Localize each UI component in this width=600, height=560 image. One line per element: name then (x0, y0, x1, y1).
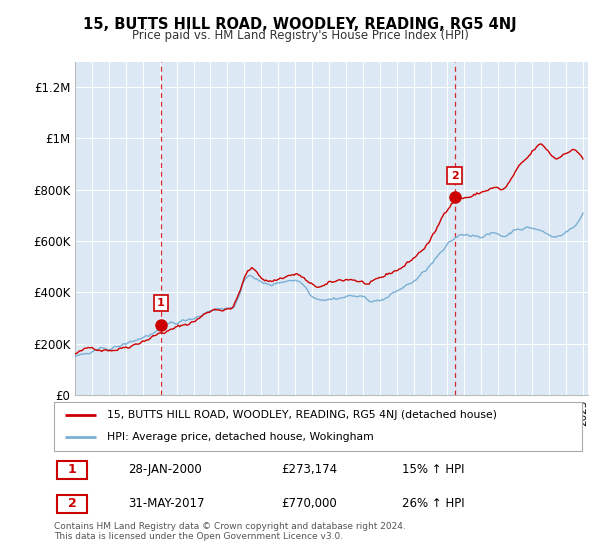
Text: 1: 1 (68, 463, 76, 476)
Text: 2: 2 (68, 497, 76, 510)
Text: 28-JAN-2000: 28-JAN-2000 (128, 463, 202, 476)
Text: 15% ↑ HPI: 15% ↑ HPI (403, 463, 465, 476)
Text: 2: 2 (451, 171, 458, 181)
FancyBboxPatch shape (56, 495, 87, 513)
Text: HPI: Average price, detached house, Wokingham: HPI: Average price, detached house, Woki… (107, 432, 374, 442)
Text: 1: 1 (157, 298, 165, 308)
Text: 31-MAY-2017: 31-MAY-2017 (128, 497, 205, 510)
Text: 15, BUTTS HILL ROAD, WOODLEY, READING, RG5 4NJ: 15, BUTTS HILL ROAD, WOODLEY, READING, R… (83, 17, 517, 32)
Text: £273,174: £273,174 (281, 463, 337, 476)
Text: Price paid vs. HM Land Registry's House Price Index (HPI): Price paid vs. HM Land Registry's House … (131, 29, 469, 42)
Text: £770,000: £770,000 (281, 497, 337, 510)
Text: Contains HM Land Registry data © Crown copyright and database right 2024.
This d: Contains HM Land Registry data © Crown c… (54, 522, 406, 542)
Text: 26% ↑ HPI: 26% ↑ HPI (403, 497, 465, 510)
FancyBboxPatch shape (56, 461, 87, 479)
FancyBboxPatch shape (54, 402, 582, 451)
Text: 15, BUTTS HILL ROAD, WOODLEY, READING, RG5 4NJ (detached house): 15, BUTTS HILL ROAD, WOODLEY, READING, R… (107, 410, 497, 420)
